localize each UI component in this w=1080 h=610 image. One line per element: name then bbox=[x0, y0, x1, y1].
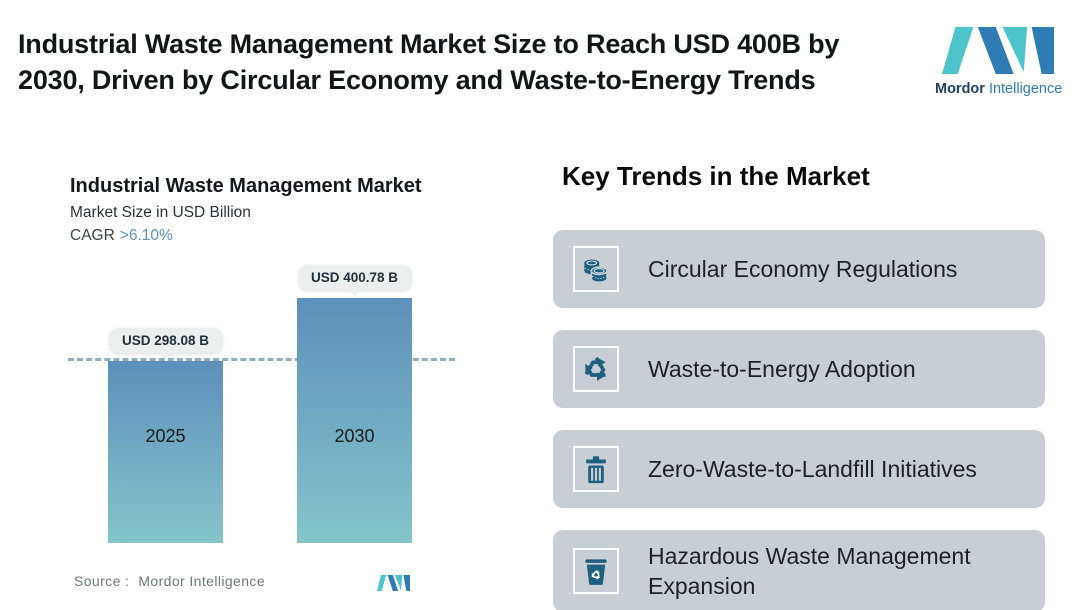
source-label: Source : bbox=[74, 573, 130, 589]
brand-logo: Mordor Intelligence bbox=[935, 27, 1063, 97]
hazardous-bin-icon bbox=[585, 559, 607, 585]
x-axis-label-2025: 2025 bbox=[145, 426, 186, 446]
bar-2025 bbox=[108, 360, 223, 543]
chart-cagr: CAGR >6.10% bbox=[70, 227, 173, 245]
value-label-2025-text: USD 298.08 B bbox=[121, 332, 210, 348]
mordor-intelligence-logo-icon bbox=[942, 27, 1054, 74]
page-title-line1: Industrial Waste Management Market Size … bbox=[18, 29, 840, 59]
icon-box bbox=[573, 446, 619, 492]
chart-title: Industrial Waste Management Market bbox=[70, 175, 422, 197]
reference-dashed-line bbox=[68, 357, 455, 361]
market-size-chart: Industrial Waste Management Market Marke… bbox=[68, 175, 490, 610]
source-line: Source : Mordor Intelligence bbox=[74, 573, 265, 589]
bar-column-2025: USD 298.08 B bbox=[108, 298, 223, 543]
value-label-2030: USD 400.78 B bbox=[297, 265, 412, 297]
brand-word-secondary: Intelligence bbox=[988, 81, 1063, 97]
recycle-icon bbox=[579, 356, 613, 385]
x-axis-label-2030: 2030 bbox=[334, 426, 375, 446]
trend-label: Zero-Waste-to-Landfill Initiatives bbox=[648, 456, 977, 482]
brand-wordmark: Mordor Intelligence bbox=[935, 81, 1063, 97]
trend-card-hazardous-waste: Hazardous Waste Management Expansion bbox=[553, 530, 1045, 610]
value-label-2025: USD 298.08 B bbox=[108, 327, 223, 359]
page-title: Industrial Waste Management Market Size … bbox=[18, 26, 918, 98]
trend-label: Circular Economy Regulations bbox=[648, 256, 958, 282]
trend-card-circular-economy: Circular Economy Regulations bbox=[553, 230, 1045, 308]
source-value: Mordor Intelligence bbox=[138, 573, 266, 589]
brand-word-primary: Mordor bbox=[935, 81, 985, 97]
trends-heading: Key Trends in the Market bbox=[562, 161, 870, 191]
trend-label: Hazardous Waste Management Expansion bbox=[648, 543, 971, 599]
coins-icon bbox=[584, 259, 608, 283]
chart-subtitle: Market Size in USD Billion bbox=[70, 204, 251, 221]
icon-box bbox=[573, 548, 619, 594]
cagr-value: >6.10% bbox=[119, 227, 173, 244]
cagr-label: CAGR bbox=[70, 227, 115, 244]
bar-chart-plot: USD 298.08 B USD 400.78 B bbox=[68, 265, 460, 543]
trash-bin-icon bbox=[586, 456, 606, 484]
bar-column-2030: USD 400.78 B bbox=[297, 265, 412, 543]
mordor-intelligence-mini-logo-icon bbox=[377, 575, 410, 591]
trend-card-waste-to-energy: Waste-to-Energy Adoption bbox=[553, 330, 1045, 408]
bar-2030 bbox=[297, 298, 412, 543]
trend-card-zero-waste: Zero-Waste-to-Landfill Initiatives bbox=[553, 430, 1045, 508]
icon-box bbox=[573, 346, 619, 392]
icon-box bbox=[573, 246, 619, 292]
page-title-line2: 2030, Driven by Circular Economy and Was… bbox=[18, 65, 816, 95]
value-label-2030-text: USD 400.78 B bbox=[310, 270, 399, 285]
trend-label: Waste-to-Energy Adoption bbox=[648, 356, 916, 382]
trend-cards: Circular Economy Regulations Waste-to-En… bbox=[553, 230, 1045, 610]
